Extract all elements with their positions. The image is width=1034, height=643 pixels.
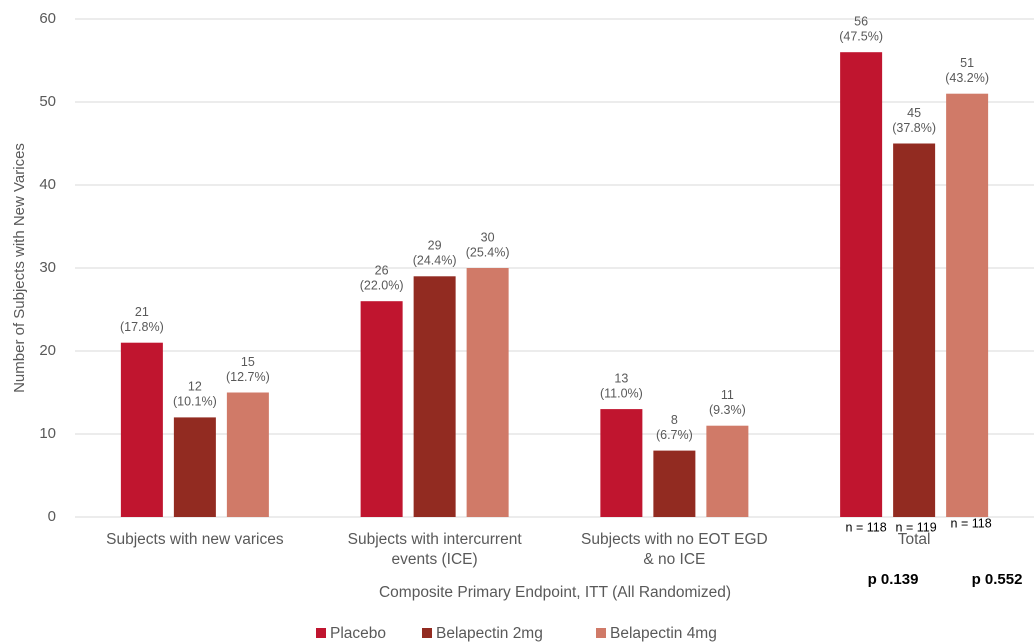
- x-tick-label: Subjects with intercurrent: [348, 531, 523, 548]
- bar: [226, 392, 269, 517]
- data-label-percent: (12.7%): [226, 370, 270, 384]
- data-label-percent: (47.5%): [839, 29, 883, 43]
- y-tick-label: 30: [39, 259, 56, 276]
- legend-label: Belapectin 2mg: [436, 625, 543, 642]
- x-tick-label: Subjects with no EOT EGD: [581, 531, 768, 548]
- data-label: 51: [960, 56, 974, 70]
- data-label-percent: (17.8%): [120, 320, 164, 334]
- data-label: 15: [241, 355, 255, 369]
- bar: [706, 425, 749, 517]
- legend-swatch: [596, 628, 606, 638]
- x-tick-label: events (ICE): [392, 551, 478, 568]
- x-tick-label: Total: [898, 531, 931, 548]
- bar: [360, 301, 403, 517]
- data-label-percent: (43.2%): [945, 71, 989, 85]
- data-label-percent: (22.0%): [360, 278, 404, 292]
- y-tick-label: 50: [39, 93, 56, 110]
- legend-swatch: [422, 628, 432, 638]
- p-label: p 0.139: [868, 571, 919, 588]
- data-label: 11: [721, 388, 734, 402]
- data-label: 12: [188, 380, 202, 394]
- x-tick-label: Subjects with new varices: [106, 531, 284, 548]
- legend-swatch: [316, 628, 326, 638]
- n-label: n = 118: [846, 520, 887, 534]
- n-label: n = 119: [896, 520, 937, 534]
- data-label-percent: (9.3%): [709, 403, 746, 417]
- data-label-percent: (37.8%): [892, 121, 936, 135]
- data-label: 29: [428, 239, 442, 253]
- y-axis-label: Number of Subjects with New Varices: [11, 143, 28, 393]
- legend-label: Placebo: [330, 625, 386, 642]
- y-tick-label: 60: [39, 10, 56, 27]
- data-label: 13: [614, 371, 628, 385]
- bar: [600, 409, 643, 517]
- data-label-percent: (11.0%): [600, 386, 643, 400]
- bar: [653, 450, 696, 517]
- y-tick-label: 0: [48, 508, 56, 525]
- data-label: 26: [375, 263, 389, 277]
- y-tick-label: 10: [39, 425, 56, 442]
- y-tick-label: 40: [39, 176, 56, 193]
- data-label: 56: [854, 14, 868, 28]
- y-tick-label: 20: [39, 342, 56, 359]
- bar: [466, 268, 509, 517]
- data-label: 21: [135, 305, 149, 319]
- data-label-percent: (24.4%): [413, 254, 457, 268]
- data-label: 30: [481, 230, 495, 244]
- bar: [840, 52, 883, 517]
- bar: [120, 342, 163, 517]
- bar: [893, 143, 936, 517]
- legend-label: Belapectin 4mg: [610, 625, 717, 642]
- data-label: 8: [671, 413, 678, 427]
- data-label-percent: (25.4%): [466, 245, 510, 259]
- x-axis-label: Composite Primary Endpoint, ITT (All Ran…: [379, 584, 731, 601]
- data-label-percent: (10.1%): [173, 395, 217, 409]
- x-tick-label: & no ICE: [643, 551, 705, 568]
- bar: [413, 276, 456, 517]
- bar: [946, 93, 989, 517]
- n-label: n = 118: [951, 516, 992, 530]
- p-label: p 0.552: [972, 571, 1023, 588]
- data-label: 45: [907, 106, 921, 120]
- bar: [173, 417, 216, 517]
- data-label-percent: (6.7%): [656, 428, 693, 442]
